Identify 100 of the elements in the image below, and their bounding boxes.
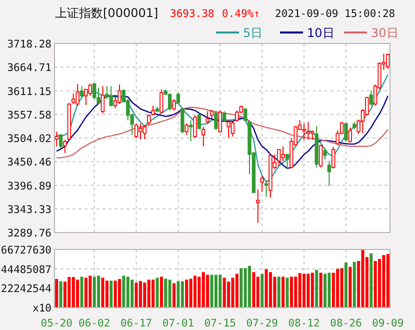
bar xyxy=(168,280,172,308)
candlestick xyxy=(176,92,180,105)
text: 0.49%↑ xyxy=(222,8,260,20)
candlestick xyxy=(80,86,84,98)
bar xyxy=(76,280,80,308)
candlestick xyxy=(226,120,230,138)
candlestick xyxy=(285,154,290,170)
bar xyxy=(319,272,322,308)
bar xyxy=(382,255,386,308)
candlestick xyxy=(318,144,323,168)
bar xyxy=(286,278,289,308)
bar xyxy=(206,274,210,308)
bar xyxy=(244,268,247,308)
chart-title: 上证指数[000001] xyxy=(55,6,158,20)
bar xyxy=(138,280,142,308)
bar xyxy=(260,274,264,308)
bar xyxy=(344,262,348,308)
bar xyxy=(118,278,122,308)
bar xyxy=(328,272,331,308)
bar xyxy=(134,282,138,308)
candlestick xyxy=(58,134,63,148)
bar xyxy=(248,266,252,308)
y-tick-label: 3504.02 xyxy=(7,133,52,145)
candlestick xyxy=(109,86,113,106)
candlestick xyxy=(222,110,226,122)
bar xyxy=(130,280,134,308)
bar xyxy=(348,266,352,308)
bar xyxy=(59,281,62,308)
bar xyxy=(214,274,218,308)
bar xyxy=(172,283,176,308)
candlestick xyxy=(142,124,147,140)
candlestick xyxy=(332,146,336,169)
candlestick xyxy=(96,87,100,105)
bar xyxy=(340,268,344,308)
x-tick-label: 09-09 xyxy=(372,318,404,330)
bar xyxy=(222,278,226,308)
bar xyxy=(336,268,340,308)
bar xyxy=(298,273,302,308)
legend-label: 5日 xyxy=(243,26,263,40)
bar xyxy=(231,278,234,308)
candlestick xyxy=(193,114,197,139)
x-tick-label: 06-02 xyxy=(78,318,110,330)
bar xyxy=(294,276,298,308)
text: 2021-09-09 15:00:28 xyxy=(275,8,396,20)
bar xyxy=(235,274,238,308)
y-tick-label: 3611.15 xyxy=(7,86,52,98)
candlestick xyxy=(256,188,260,224)
candlestick xyxy=(188,120,193,142)
y-tick-label: 22242544 xyxy=(0,283,52,296)
candlestick xyxy=(277,149,281,166)
candlestick xyxy=(260,175,264,192)
bar xyxy=(156,278,159,308)
bar xyxy=(84,278,88,308)
line-series xyxy=(56,106,388,158)
bar xyxy=(277,276,280,308)
bar xyxy=(152,280,155,308)
x-tick-label: 07-01 xyxy=(162,318,194,330)
bar xyxy=(282,276,285,308)
bar xyxy=(185,280,188,308)
candlestick xyxy=(214,110,218,131)
candlestick xyxy=(88,83,92,96)
bar xyxy=(302,274,306,308)
bar xyxy=(193,276,196,308)
candlestick xyxy=(344,122,348,142)
bar xyxy=(202,272,205,308)
candlestick xyxy=(281,146,285,162)
bar xyxy=(160,276,163,308)
bar xyxy=(72,277,75,308)
bar xyxy=(97,276,100,308)
bar xyxy=(80,276,84,308)
bar xyxy=(332,272,335,308)
bar xyxy=(105,280,108,308)
candlestick xyxy=(197,113,202,130)
y-tick-label: 3289.76 xyxy=(7,228,52,240)
candlestick xyxy=(160,88,164,114)
bar xyxy=(323,274,326,308)
y-tick-label: 3343.33 xyxy=(7,204,52,216)
candlestick xyxy=(369,90,373,106)
candlestick xyxy=(230,121,235,138)
bar xyxy=(227,282,230,308)
x-tick-label: 06-17 xyxy=(120,318,152,330)
bar xyxy=(114,280,117,308)
candlestick xyxy=(206,110,210,124)
candlestick xyxy=(172,98,176,112)
text: 3693.38 xyxy=(170,8,214,20)
candlestick xyxy=(100,86,105,114)
candlestick xyxy=(168,93,172,112)
candlestick xyxy=(310,130,314,140)
candlestick xyxy=(323,147,327,160)
candlestick xyxy=(138,123,142,140)
bar xyxy=(290,276,293,308)
x-tick-label: 05-20 xyxy=(40,318,72,330)
bar xyxy=(68,277,71,308)
bar xyxy=(361,250,364,308)
bar xyxy=(268,272,272,308)
y-tick-label: 3396.89 xyxy=(7,180,52,192)
bar xyxy=(189,278,192,308)
candlestick xyxy=(202,126,206,147)
bar xyxy=(126,276,130,308)
bar xyxy=(143,282,146,308)
